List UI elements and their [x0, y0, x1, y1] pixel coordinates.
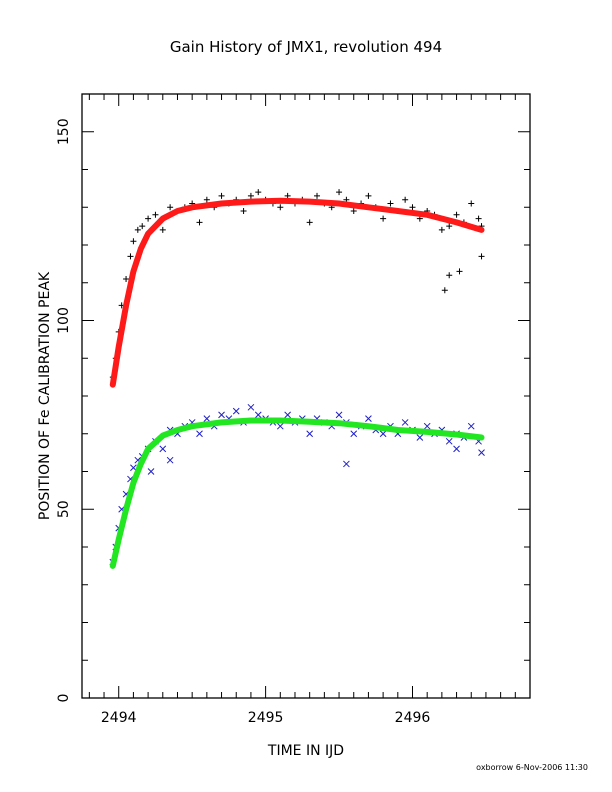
data-point — [343, 460, 350, 468]
x-tick-label: 2496 — [395, 710, 431, 726]
data-point — [218, 192, 225, 199]
data-point — [416, 434, 424, 441]
data-point — [166, 456, 174, 464]
data-point — [196, 219, 203, 226]
data-point — [423, 422, 431, 430]
data-point — [475, 215, 482, 222]
data-point — [306, 219, 313, 226]
fit-line — [109, 417, 485, 569]
data-point — [232, 407, 240, 415]
data-point — [284, 411, 291, 419]
data-point — [438, 226, 445, 233]
data-point — [247, 403, 255, 411]
data-point — [365, 415, 372, 423]
x-tick-label: 2495 — [248, 710, 284, 726]
data-series — [109, 189, 485, 569]
data-point — [468, 200, 475, 207]
data-point — [314, 192, 321, 199]
data-point — [145, 215, 152, 222]
data-point — [387, 200, 394, 207]
data-point — [284, 192, 291, 199]
axis-ticks: 2494 2495 2496 0 50 100 150 — [56, 93, 530, 726]
y-tick-label: 50 — [56, 500, 72, 518]
series-3 — [109, 417, 485, 569]
data-point — [350, 430, 358, 438]
data-point — [254, 411, 262, 419]
data-point — [277, 204, 284, 211]
y-tick-label: 0 — [56, 694, 72, 703]
data-point — [467, 422, 475, 430]
data-point — [456, 268, 463, 275]
fit-line — [109, 197, 485, 388]
data-point — [276, 422, 284, 430]
data-point — [159, 226, 166, 233]
data-point — [196, 430, 203, 438]
y-tick-label: 150 — [56, 118, 72, 145]
y-axis-label: POSITION OF Fe CALIBRATION PEAK — [37, 271, 53, 520]
data-point — [335, 411, 343, 419]
data-point — [401, 419, 409, 426]
data-point — [441, 287, 448, 294]
data-point — [445, 437, 453, 445]
data-point — [130, 238, 137, 245]
data-point — [306, 430, 314, 438]
y-tick-label: 100 — [56, 307, 72, 334]
x-axis-label: TIME IN IJD — [267, 743, 344, 759]
data-point — [402, 196, 409, 203]
data-point — [478, 449, 485, 456]
data-point — [147, 468, 155, 475]
data-point — [453, 445, 460, 453]
plot-frame — [81, 93, 531, 699]
data-point — [350, 208, 357, 215]
series-1 — [109, 403, 485, 566]
series-2 — [109, 197, 485, 388]
data-point — [380, 215, 387, 222]
data-point — [379, 430, 387, 438]
data-point — [409, 204, 416, 211]
data-point — [134, 226, 141, 233]
data-point — [203, 415, 211, 423]
data-point — [218, 411, 225, 419]
data-point — [453, 211, 460, 218]
data-point — [152, 211, 159, 218]
data-point — [365, 192, 372, 199]
data-point — [127, 253, 134, 260]
x-tick-label: 2494 — [101, 710, 137, 726]
data-point — [446, 223, 453, 230]
data-point — [203, 196, 210, 203]
data-point — [123, 275, 130, 282]
data-point — [159, 445, 167, 453]
data-point — [255, 189, 262, 196]
data-point — [139, 223, 146, 230]
chart-title: Gain History of JMX1, revolution 494 — [170, 38, 442, 56]
data-point — [478, 253, 485, 260]
data-point — [247, 192, 254, 199]
footer-timestamp: oxborrow 6-Nov-2006 11:30 — [476, 763, 588, 772]
data-point — [336, 189, 343, 196]
data-point — [446, 272, 453, 279]
data-point — [167, 204, 174, 211]
data-point — [240, 208, 247, 215]
